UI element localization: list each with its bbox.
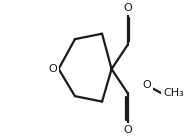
Text: CH₃: CH₃ — [163, 88, 184, 98]
Text: O: O — [123, 3, 132, 13]
Text: O: O — [123, 125, 132, 135]
Text: O: O — [49, 64, 57, 74]
Text: O: O — [142, 80, 151, 90]
